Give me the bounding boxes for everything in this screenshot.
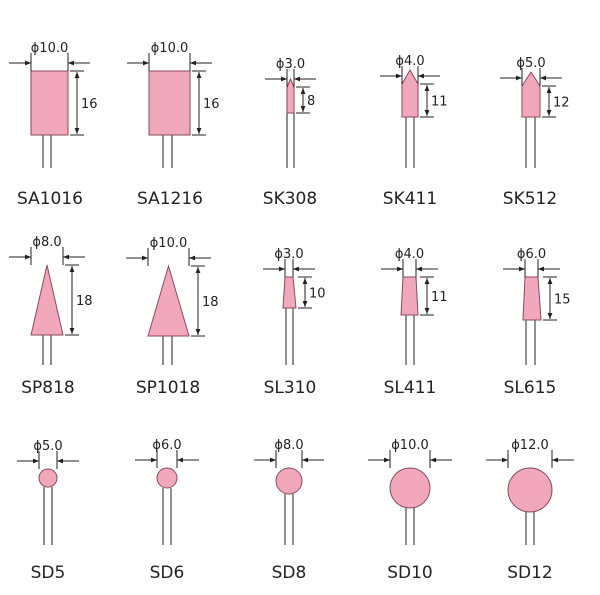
- stone-sk308: ϕ3.0 8 SK308: [263, 57, 317, 209]
- length-label: 11: [431, 290, 448, 305]
- diameter-label: ϕ6.0: [152, 438, 181, 453]
- diameter-label: ϕ8.0: [274, 438, 303, 453]
- ball-head: [38, 468, 58, 488]
- length-label: 15: [554, 293, 571, 308]
- product-code-label: SD6: [150, 563, 185, 583]
- length-label: 8: [307, 94, 315, 109]
- diameter-label: ϕ4.0: [395, 247, 424, 262]
- diameter-label: ϕ12.0: [511, 438, 549, 453]
- stone-sl411: ϕ4.0 11 SL411: [381, 247, 448, 398]
- stone-sp818: ϕ8.0 18 SP818: [9, 235, 93, 398]
- stone-sd10: ϕ10.0 SD10: [368, 438, 452, 583]
- stone-sa1216: ϕ10.0 16 SA1216: [127, 41, 220, 209]
- length-label: 18: [202, 295, 219, 310]
- diameter-label: ϕ5.0: [33, 439, 62, 454]
- product-code-label: SL615: [504, 378, 557, 398]
- length-label: 10: [309, 287, 326, 302]
- length-label: 18: [76, 294, 93, 309]
- length-label: 12: [553, 96, 570, 111]
- bullet-head: [286, 77, 295, 114]
- bullet-head: [401, 68, 419, 118]
- product-code-label: SK308: [263, 189, 317, 209]
- product-code-label: SK411: [383, 189, 437, 209]
- stone-sd12: ϕ12.0 SD12: [486, 438, 574, 583]
- product-code-label: SK512: [503, 189, 557, 209]
- stone-sl615: ϕ6.0 15 SL615: [503, 247, 571, 398]
- stone-sk411: ϕ4.0 11 SK411: [380, 54, 448, 209]
- taper-head: [522, 276, 542, 321]
- stone-sa1016: ϕ10.0 16 SA1016: [9, 41, 98, 209]
- ball-head: [507, 467, 553, 513]
- stone-sd5: ϕ5.0 SD5: [17, 439, 79, 583]
- stone-sd8: ϕ8.0 SD8: [254, 438, 324, 583]
- stone-sk512: ϕ5.0 12 SK512: [500, 56, 570, 209]
- diameter-label: ϕ4.0: [395, 54, 424, 69]
- cone-head: [147, 264, 190, 337]
- product-code-label: SA1016: [17, 189, 83, 209]
- taper-head: [282, 276, 297, 309]
- taper-head: [400, 276, 419, 316]
- product-code-label: SD12: [507, 563, 553, 583]
- diameter-label: ϕ6.0: [517, 247, 546, 262]
- diameter-label: ϕ10.0: [151, 41, 189, 56]
- ball-head: [389, 467, 431, 509]
- length-label: 11: [431, 95, 448, 110]
- diameter-label: ϕ10.0: [391, 438, 429, 453]
- product-code-label: SL411: [384, 378, 437, 398]
- product-code-label: SD8: [272, 563, 307, 583]
- cylinder-head: [30, 70, 69, 136]
- stone-sl310: ϕ3.0 10 SL310: [263, 247, 326, 398]
- length-label: 16: [203, 97, 220, 112]
- product-code-label: SD10: [387, 563, 433, 583]
- stone-sd6: ϕ6.0 SD6: [135, 438, 199, 583]
- cylinder-head: [148, 70, 191, 136]
- product-code-label: SL310: [264, 378, 317, 398]
- product-code-label: SA1216: [137, 189, 203, 209]
- diameter-label: ϕ8.0: [32, 235, 61, 250]
- diameter-label: ϕ10.0: [31, 41, 69, 56]
- diameter-label: ϕ3.0: [274, 247, 303, 262]
- diameter-label: ϕ10.0: [150, 236, 188, 251]
- ball-head: [156, 467, 178, 489]
- diameter-label: ϕ5.0: [516, 56, 545, 71]
- length-label: 16: [81, 97, 98, 112]
- product-code-label: SP818: [21, 378, 75, 398]
- cone-head: [30, 264, 64, 336]
- product-code-label: SD5: [31, 563, 66, 583]
- product-code-label: SP1018: [136, 378, 200, 398]
- ball-head: [275, 467, 303, 495]
- diameter-label: ϕ3.0: [276, 57, 305, 72]
- bullet-head: [521, 71, 541, 118]
- stone-sp1018: ϕ10.0 18 SP1018: [126, 236, 219, 398]
